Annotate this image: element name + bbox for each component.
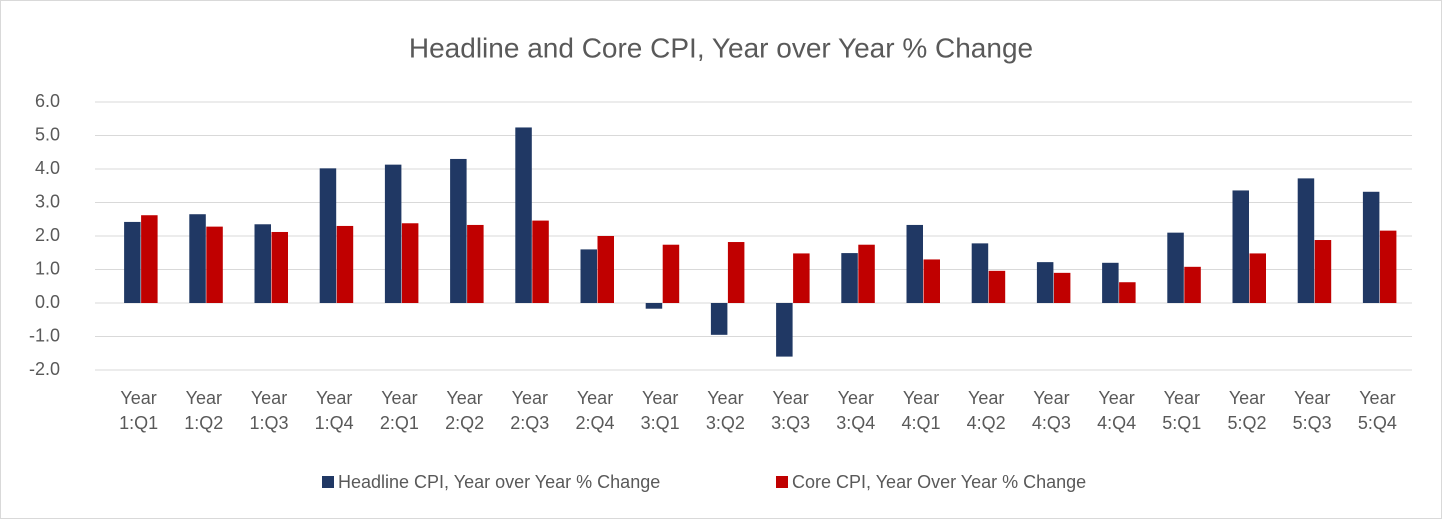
bar [336, 225, 354, 303]
bar [1314, 240, 1332, 303]
x-tick-label: Year 5:Q2 [1227, 388, 1267, 433]
bar [206, 226, 223, 303]
bar [971, 243, 989, 303]
bar [1036, 262, 1054, 303]
legend-swatch [776, 476, 788, 488]
bar [793, 253, 810, 303]
x-tick-label: Year 5:Q4 [1357, 388, 1397, 433]
x-tick-label: Year 2:Q3 [510, 388, 550, 433]
y-tick-label: -1.0 [29, 325, 60, 345]
y-tick-label: 2.0 [35, 225, 60, 245]
bar [923, 259, 940, 303]
bar [271, 231, 288, 303]
y-tick-label: 6.0 [35, 91, 60, 111]
bar [988, 270, 1006, 303]
bar [319, 168, 337, 303]
bar [727, 242, 745, 303]
y-tick-label: 1.0 [35, 258, 60, 278]
bar [841, 253, 858, 303]
bar [141, 215, 158, 303]
bar [1184, 266, 1201, 303]
bar [189, 214, 206, 303]
bar [1249, 253, 1266, 303]
bar [1102, 262, 1119, 303]
bar [1362, 191, 1380, 303]
legend-swatch [322, 476, 334, 488]
bar [254, 224, 271, 303]
bar [384, 164, 402, 303]
x-tick-label: Year 2:Q2 [445, 388, 485, 433]
legend-label: Headline CPI, Year over Year % Change [338, 472, 660, 492]
x-tick-label: Year 3:Q1 [640, 388, 680, 433]
x-tick-label: Year 1:Q2 [184, 388, 224, 433]
x-tick-label: Year 3:Q2 [705, 388, 745, 433]
chart-title: Headline and Core CPI, Year over Year % … [409, 32, 1033, 63]
bar [1053, 272, 1071, 303]
bar [1379, 230, 1397, 303]
bar [1167, 232, 1184, 303]
bar [1297, 178, 1315, 303]
bar [124, 221, 141, 303]
bar [597, 236, 614, 303]
x-tick-label: Year 1:Q4 [314, 388, 354, 433]
x-tick-label: Year 5:Q1 [1162, 388, 1202, 433]
y-tick-label: 0.0 [35, 292, 60, 312]
bar [662, 244, 680, 303]
bar [580, 249, 597, 303]
x-tick-label: Year 4:Q2 [966, 388, 1006, 433]
bar [467, 224, 484, 303]
bar [1232, 190, 1249, 303]
bar [858, 244, 875, 303]
bar [532, 220, 549, 303]
bar [450, 158, 467, 303]
legend-label: Core CPI, Year Over Year % Change [792, 472, 1086, 492]
x-tick-label: Year 2:Q1 [379, 388, 419, 433]
y-tick-label: -2.0 [29, 359, 60, 379]
x-tick-label: Year 3:Q4 [836, 388, 876, 433]
bar [776, 303, 793, 357]
bar [515, 127, 532, 304]
bar [401, 223, 419, 303]
bar [1119, 282, 1136, 303]
bar [645, 303, 663, 309]
x-tick-label: Year 1:Q3 [249, 388, 289, 433]
x-tick-label: Year 4:Q1 [901, 388, 941, 433]
x-tick-label: Year 3:Q3 [771, 388, 811, 433]
bar [710, 303, 728, 335]
y-tick-label: 4.0 [35, 158, 60, 178]
x-tick-label: Year 1:Q1 [119, 388, 159, 433]
y-tick-label: 3.0 [35, 191, 60, 211]
bar [906, 224, 923, 303]
x-tick-label: Year 4:Q3 [1031, 388, 1071, 433]
x-tick-label: Year 4:Q4 [1097, 388, 1137, 433]
x-tick-label: Year 5:Q3 [1292, 388, 1332, 433]
y-tick-label: 5.0 [35, 124, 60, 144]
x-tick-label: Year 2:Q4 [575, 388, 615, 433]
